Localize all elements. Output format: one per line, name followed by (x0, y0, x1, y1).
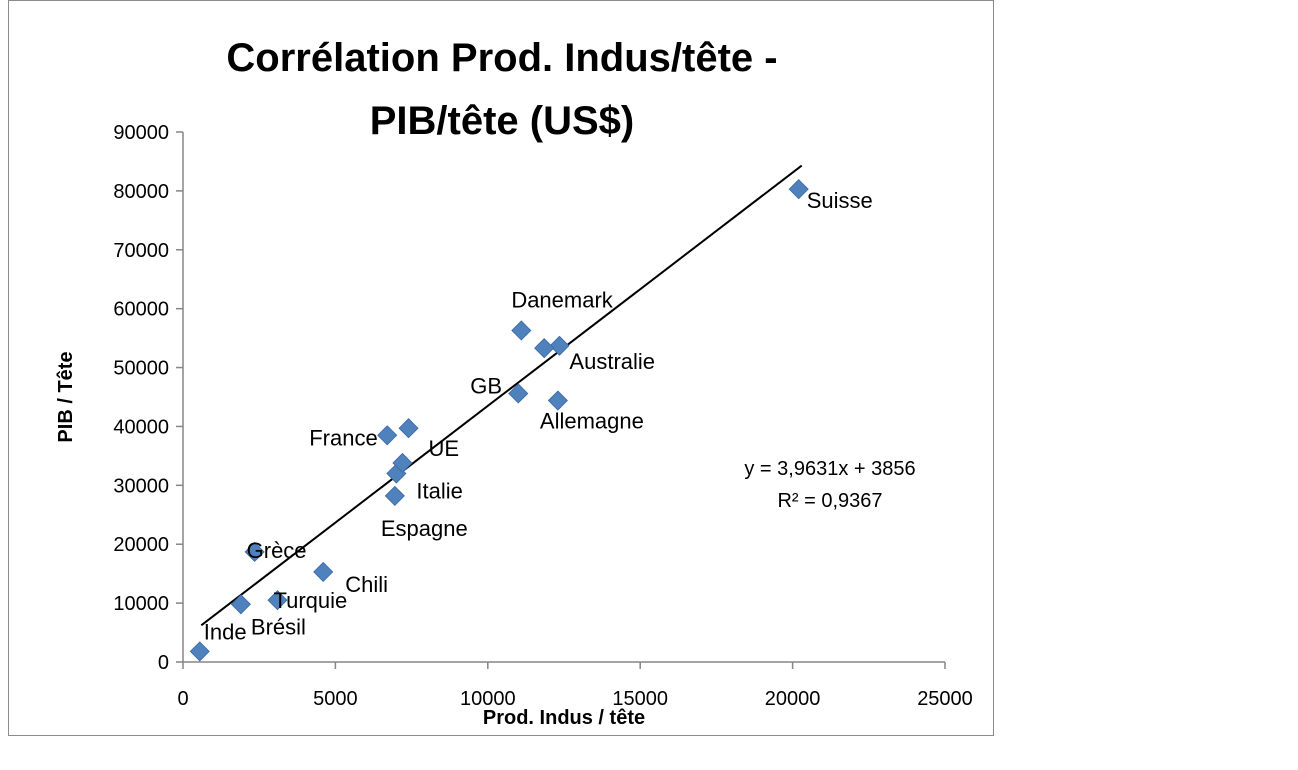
y-tick-label: 20000 (113, 534, 169, 556)
x-tick-label: 10000 (460, 688, 516, 710)
y-axis-ticks: 0 10000 20000 30000 40000 50000 60000 70000 8000… (113, 122, 183, 674)
scatter-point (313, 561, 334, 582)
scatter-point (511, 320, 532, 341)
x-axis-ticks: 0 5000 10000 15000 20000 25000 (177, 662, 973, 710)
point-label: Turquie (273, 588, 347, 613)
x-tick-label: 5000 (313, 688, 358, 710)
point-label: GB (470, 373, 502, 398)
scatter-point (788, 179, 809, 200)
scatter-point (547, 390, 568, 411)
scatter-point (377, 425, 398, 446)
point-label: Danemark (511, 287, 613, 312)
scatter-point (508, 383, 529, 404)
point-label: France (309, 425, 377, 450)
x-tick-label: 15000 (612, 688, 668, 710)
scatter-point (189, 641, 210, 662)
x-tick-label: 25000 (917, 688, 973, 710)
trendline-equation: y = 3,9631x + 3856 (744, 458, 915, 480)
y-axis-title: PIB / Tête (55, 351, 77, 442)
x-tick-label: 0 (177, 688, 188, 710)
y-tick-label: 70000 (113, 240, 169, 262)
point-label: UE (428, 436, 459, 461)
scatter-point (398, 418, 419, 439)
point-label: Inde (204, 619, 247, 644)
scatter-point (392, 452, 413, 474)
scatter-point (534, 338, 555, 359)
x-tick-label: 20000 (765, 688, 821, 710)
point-label: Australie (569, 349, 655, 374)
point-label: Italie (416, 479, 462, 504)
y-tick-label: 0 (158, 652, 169, 674)
trendline-r-squared: R² = 0,9367 (777, 490, 882, 512)
chart-title-line-1: Corrélation Prod. Indus/tête - (226, 36, 777, 80)
point-label: Suisse (807, 188, 873, 213)
y-tick-label: 30000 (113, 475, 169, 497)
y-tick-label: 40000 (113, 416, 169, 438)
point-label: Brésil (251, 614, 306, 639)
scatter-point (549, 335, 570, 356)
point-label: Allemagne (540, 409, 644, 434)
y-tick-label: 90000 (113, 122, 169, 144)
point-label: Grèce (247, 538, 307, 563)
trendline (200, 164, 803, 627)
scatter-point (267, 590, 288, 611)
data-points (189, 179, 809, 662)
chart-title-line-2: PIB/tête (US$) (370, 99, 635, 143)
scatter-point (244, 541, 265, 562)
point-label: Chili (345, 572, 388, 597)
chart-area: Corrélation Prod. Indus/tête - PIB/tête … (8, 0, 994, 736)
point-label: Espagne (381, 516, 468, 541)
y-tick-label: 10000 (113, 593, 169, 615)
scatter-point (384, 485, 405, 506)
scatter-point (230, 594, 251, 615)
x-axis-title: Prod. Indus / tête (483, 707, 645, 729)
y-tick-label: 60000 (113, 299, 169, 321)
y-tick-label: 80000 (113, 181, 169, 203)
y-tick-label: 50000 (113, 358, 169, 380)
scatter-chart: Corrélation Prod. Indus/tête - PIB/tête … (55, 36, 973, 729)
